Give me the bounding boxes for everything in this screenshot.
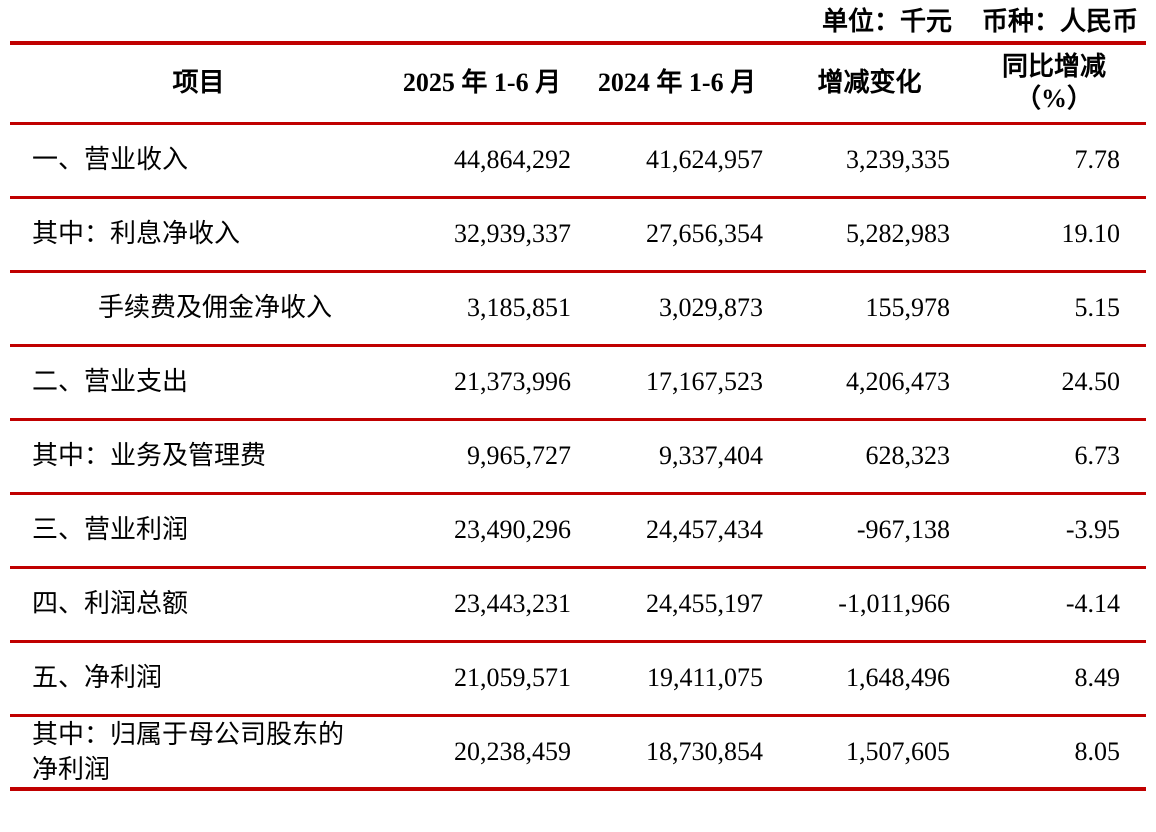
value-cell-2024: 24,455,197	[646, 589, 763, 619]
table-row: 五、净利润 21,059,571 19,411,075 1,648,496 8.…	[10, 641, 1146, 715]
value-cell-2024: 24,457,434	[646, 515, 763, 545]
item-cell: 其中：归属于母公司股东的净利润	[32, 719, 345, 784]
table-row: 一、营业收入 44,864,292 41,624,957 3,239,335 7…	[10, 123, 1146, 197]
value-cell-2024: 41,624,957	[646, 145, 763, 175]
value-cell-yoy: 6.73	[1074, 441, 1121, 471]
column-header-2025: 2025 年 1-6 月	[402, 68, 562, 97]
value-cell-2025: 3,185,851	[467, 293, 571, 323]
value-cell-2025: 20,238,459	[454, 737, 571, 767]
table-row: 其中：业务及管理费 9,965,727 9,337,404 628,323 6.…	[10, 419, 1146, 493]
header-row: 项目 2025 年 1-6 月 2024 年 1-6 月 增减变化 同比增减 （%…	[10, 43, 1146, 123]
column-header-2024: 2024 年 1-6 月	[597, 68, 757, 97]
table-row: 四、利润总额 23,443,231 24,455,197 -1,011,966 …	[10, 567, 1146, 641]
item-cell: 手续费及佣金净收入	[98, 293, 333, 323]
column-header-yoy-line1: 同比增减	[1001, 51, 1106, 81]
table-body: 一、营业收入 44,864,292 41,624,957 3,239,335 7…	[10, 123, 1146, 789]
value-cell-yoy: 7.78	[1074, 145, 1121, 175]
unit-currency-line: 单位：千元 币种：人民币	[10, 5, 1146, 41]
value-cell-change: -967,138	[856, 515, 950, 545]
item-cell: 其中：利息净收入	[32, 219, 241, 249]
value-cell-yoy: 5.15	[1074, 293, 1121, 323]
value-cell-yoy: -4.14	[1065, 589, 1120, 619]
value-cell-change: 1,507,605	[846, 737, 950, 767]
column-header-yoy-line2: （%）	[1014, 84, 1093, 114]
value-cell-change: 4,206,473	[846, 367, 950, 397]
value-cell-2025: 44,864,292	[454, 145, 571, 175]
value-cell-yoy: 8.05	[1074, 737, 1121, 767]
table-header: 项目 2025 年 1-6 月 2024 年 1-6 月 增减变化 同比增减 （%…	[10, 43, 1146, 123]
value-cell-yoy: 24.50	[1061, 367, 1121, 397]
item-cell: 三、营业利润	[32, 515, 189, 545]
value-cell-2025: 21,059,571	[454, 663, 571, 693]
value-cell-2025: 21,373,996	[454, 367, 571, 397]
table-row: 其中：归属于母公司股东的净利润 20,238,459 18,730,854 1,…	[10, 715, 1146, 789]
table-row: 手续费及佣金净收入 3,185,851 3,029,873 155,978 5.…	[10, 271, 1146, 345]
value-cell-2025: 23,443,231	[454, 589, 571, 619]
value-cell-change: 3,239,335	[846, 145, 950, 175]
value-cell-change: 5,282,983	[846, 219, 950, 249]
value-cell-2024: 9,337,404	[659, 441, 763, 471]
item-cell: 一、营业收入	[32, 145, 189, 175]
value-cell-2024: 19,411,075	[646, 663, 763, 693]
value-cell-change: 628,323	[865, 441, 951, 471]
value-cell-2024: 3,029,873	[659, 293, 763, 323]
value-cell-2025: 32,939,337	[454, 219, 571, 249]
item-cell: 五、净利润	[32, 663, 163, 693]
item-cell: 二、营业支出	[32, 367, 189, 397]
value-cell-2024: 18,730,854	[646, 737, 763, 767]
value-cell-2024: 17,167,523	[646, 367, 763, 397]
item-cell: 其中：业务及管理费	[32, 441, 267, 471]
value-cell-yoy: 19.10	[1061, 219, 1121, 249]
item-cell: 四、利润总额	[32, 589, 189, 619]
column-header-item: 项目	[172, 68, 225, 97]
value-cell-change: 1,648,496	[846, 663, 950, 693]
value-cell-yoy: -3.95	[1065, 515, 1120, 545]
column-header-change: 增减变化	[817, 68, 922, 97]
table-row: 三、营业利润 23,490,296 24,457,434 -967,138 -3…	[10, 493, 1146, 567]
column-header-yoy: 同比增减 （%）	[962, 43, 1146, 123]
value-cell-yoy: 8.49	[1074, 663, 1121, 693]
table-row: 其中：利息净收入 32,939,337 27,656,354 5,282,983…	[10, 197, 1146, 271]
income-statement-table: 项目 2025 年 1-6 月 2024 年 1-6 月 增减变化 同比增减 （%…	[10, 41, 1146, 791]
value-cell-change: 155,978	[865, 293, 951, 323]
income-statement-page: 单位：千元 币种：人民币 项目 2025 年 1-6 月 2024 年 1-6 月…	[10, 5, 1146, 791]
value-cell-2025: 9,965,727	[467, 441, 571, 471]
value-cell-2024: 27,656,354	[646, 219, 763, 249]
table-row: 二、营业支出 21,373,996 17,167,523 4,206,473 2…	[10, 345, 1146, 419]
currency-label: 币种：人民币	[981, 7, 1138, 36]
unit-label: 单位：千元	[821, 7, 952, 36]
value-cell-2025: 23,490,296	[454, 515, 571, 545]
value-cell-change: -1,011,966	[838, 589, 950, 619]
